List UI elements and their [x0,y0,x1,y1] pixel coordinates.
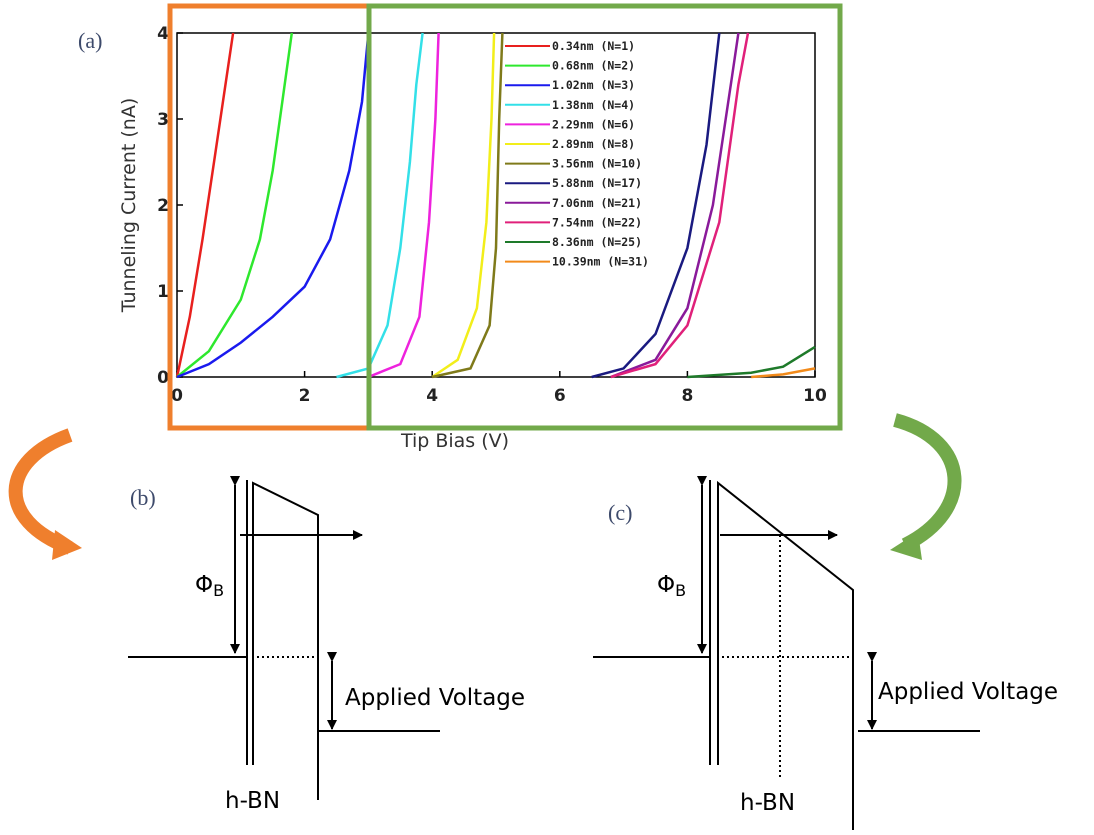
series-line [687,345,816,379]
x-tick-label: 6 [554,386,566,406]
x-tick-label: 2 [299,386,311,406]
material-label: h-BN [225,788,280,814]
phi-label: ΦB [195,572,224,600]
barrier [717,480,854,830]
legend-label: 2.89nm (N=8) [552,137,635,151]
applied-label: Applied Voltage [878,679,1058,705]
green-box [366,3,843,431]
series-line [175,32,235,378]
plot: 0 2 4 6 8 10 0 1 2 3 4 0.34nm (N=1) 0.68nm (N=2) 1.02… [157,24,827,406]
legend-label: 7.54nm (N=22) [552,215,642,229]
phi: Φ [657,572,675,598]
x-tick-label: 4 [426,386,438,406]
legend-label: 8.36nm (N=25) [552,235,642,249]
y-tick-label: 0 [157,368,169,388]
legend-label: 10.39nm (N=31) [552,255,649,269]
series-line [176,32,294,378]
x-tick-label: 10 [803,386,827,406]
diagram-b [128,476,440,800]
y-tick-label: 3 [157,110,169,130]
phi-sub: B [675,581,686,600]
phi-sub: B [213,581,224,600]
legend-label: 1.02nm (N=3) [552,78,635,92]
y-tick-label: 1 [157,282,169,302]
legend-label: 5.88nm (N=17) [552,176,642,190]
legend-label: 0.34nm (N=1) [552,39,635,53]
phi-label: ΦB [657,572,686,600]
series-line [610,32,750,379]
green-arrow-head [890,532,922,560]
legend-label: 3.56nm (N=10) [552,157,642,171]
legend-label: 1.38nm (N=4) [552,98,635,112]
x-tick-label: 8 [681,386,693,406]
legend-label: 7.06nm (N=21) [552,196,642,210]
series-line [367,32,440,379]
x-axis-label: Tip Bias (V) [400,430,509,452]
legend-label: 2.29nm (N=6) [552,117,635,131]
y-tick-label: 2 [157,196,169,216]
y-tick-label: 4 [157,24,169,44]
panel-label: (c) [608,500,632,525]
x-tick-label: 0 [171,386,183,406]
green-arrow [893,413,962,552]
orange-box [167,3,372,431]
phi: Φ [195,572,213,598]
applied-label: Applied Voltage [345,685,525,711]
orange-arrow [8,428,73,555]
series-line [751,367,816,379]
series-line [431,32,504,379]
series-line [610,32,740,379]
barrier [252,481,319,800]
legend-label: 0.68nm (N=2) [552,59,635,73]
series-line [431,32,496,379]
series-line [591,32,721,379]
diagram-c [593,476,980,830]
panel-label: (b) [130,485,156,510]
panel-label: (a) [78,28,102,53]
series-line [176,32,370,379]
orange-arrow-head [52,530,82,560]
series-line [336,32,424,379]
y-axis-label: Tunneling Current (nA) [118,98,140,314]
material-label: h-BN [740,790,795,816]
